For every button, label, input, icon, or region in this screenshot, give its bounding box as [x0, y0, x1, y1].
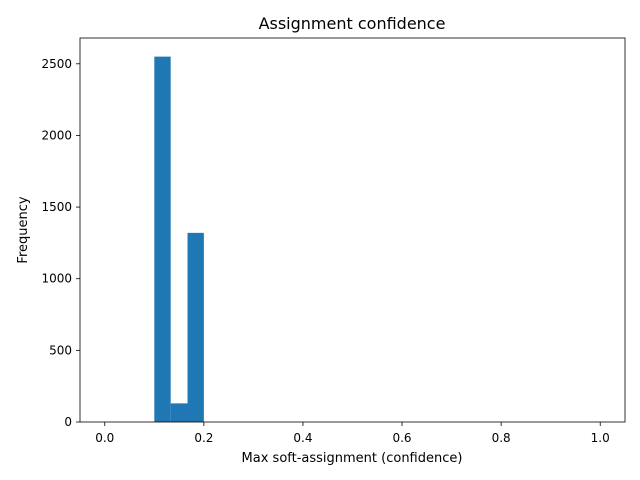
x-tick-label: 0.2: [194, 431, 213, 445]
y-ticks-group: 0 500 1000 1500 2000 2500: [41, 57, 80, 429]
y-axis-label: Frequency: [16, 196, 31, 263]
y-tick-label: 500: [49, 343, 72, 357]
histogram-bar-1: [170, 403, 188, 422]
x-ticks-group: 0.0 0.2 0.4 0.6 0.8 1.0: [95, 422, 610, 445]
plot-frame: [79, 37, 626, 423]
chart-title: Assignment confidence: [259, 14, 446, 33]
x-tick-label: 0.4: [293, 431, 312, 445]
bars-group: [154, 56, 204, 423]
y-tick-label: 1500: [41, 200, 72, 214]
x-tick-label: 0.0: [95, 431, 114, 445]
y-tick-label: 0: [64, 415, 72, 429]
histogram-bar-2: [187, 232, 204, 422]
x-tick-label: 0.6: [392, 431, 411, 445]
histogram-bar-0: [154, 56, 171, 423]
x-axis-label: Max soft-assignment (confidence): [242, 451, 463, 466]
y-tick-label: 1000: [41, 272, 72, 286]
x-tick-label: 0.8: [492, 431, 511, 445]
y-tick-label: 2500: [41, 57, 72, 71]
y-tick-label: 2000: [41, 128, 72, 142]
x-tick-label: 1.0: [591, 431, 610, 445]
